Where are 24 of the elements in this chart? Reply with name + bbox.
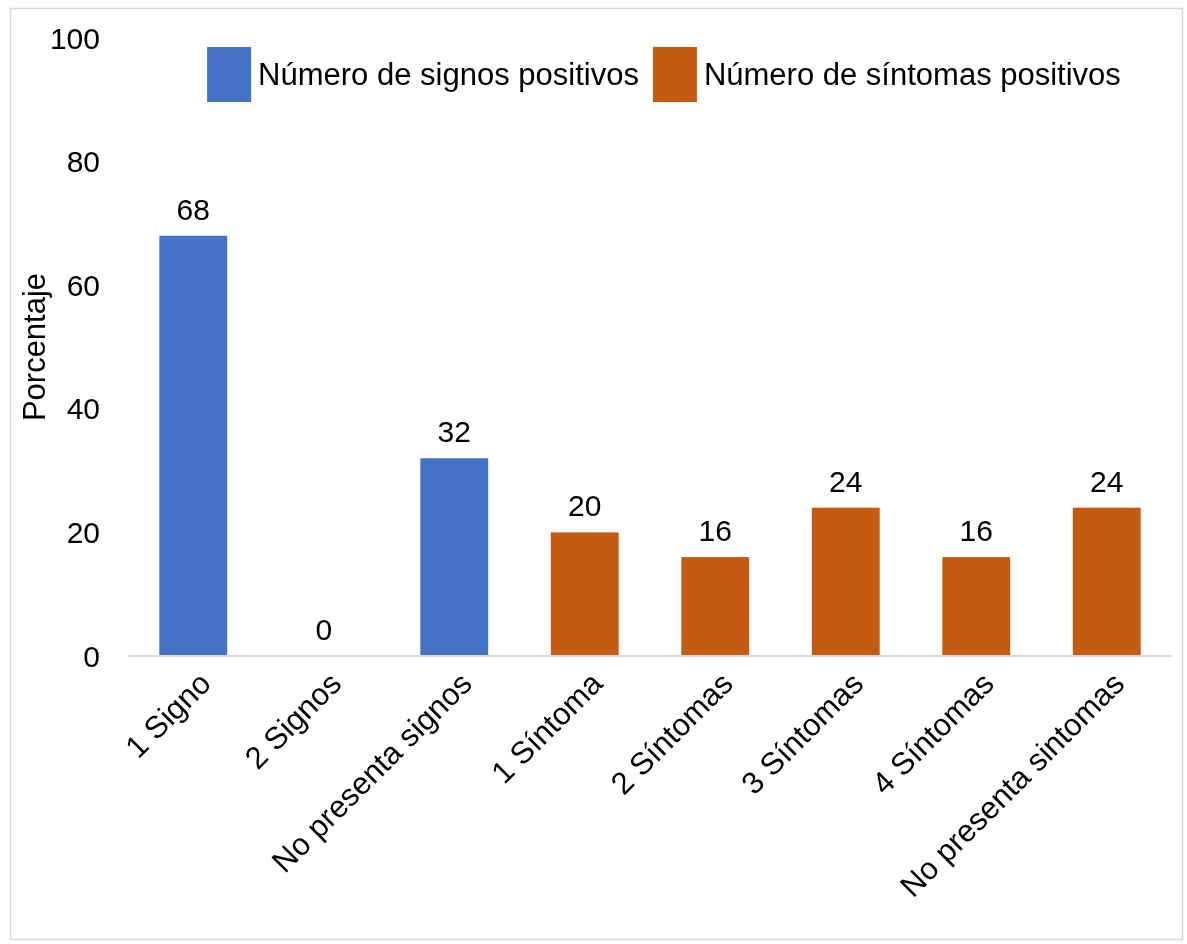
y-tick-label: 0 (83, 639, 100, 673)
data-label: 32 (437, 415, 471, 449)
data-label: 16 (959, 514, 993, 548)
bar (420, 458, 489, 656)
bar (159, 235, 228, 656)
bar (1072, 507, 1141, 656)
data-label: 20 (568, 489, 602, 523)
bar (811, 507, 880, 656)
data-label: 68 (176, 192, 210, 226)
y-tick-label: 20 (66, 515, 100, 549)
data-label: 24 (1090, 464, 1124, 498)
data-label: 0 (315, 613, 333, 646)
bar (550, 532, 619, 656)
data-label: 24 (829, 464, 863, 498)
data-label: 16 (698, 514, 732, 548)
legend-label: Número de síntomas positivos (703, 57, 1121, 92)
y-axis-title: Porcentaje (17, 272, 52, 422)
bar (681, 557, 750, 656)
y-tick-label: 60 (66, 268, 100, 302)
y-tick-label: 80 (66, 145, 100, 179)
y-tick-label: 100 (49, 21, 100, 55)
bar (942, 557, 1011, 656)
y-tick-label: 40 (66, 392, 100, 426)
legend-label: Número de signos positivos (258, 57, 639, 92)
